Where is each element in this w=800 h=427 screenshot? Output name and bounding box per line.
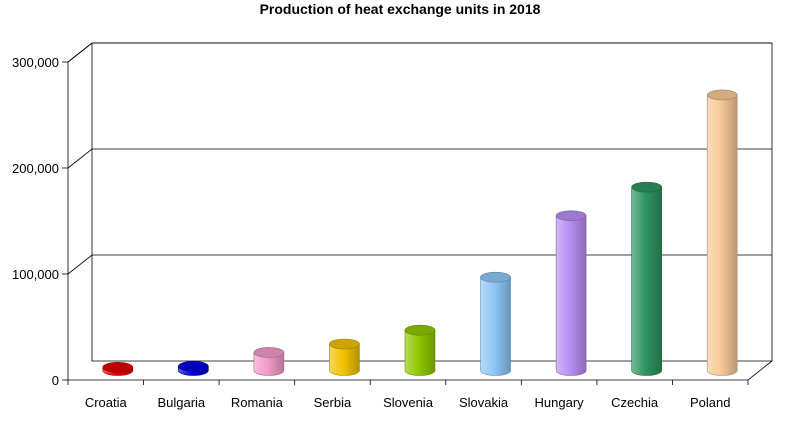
- bar-serbia: [329, 338, 360, 376]
- bar-poland: [706, 89, 738, 376]
- bar-hungary: [555, 210, 587, 376]
- gridline: [67, 42, 772, 63]
- gridline: [67, 148, 772, 169]
- bar-slovakia: [480, 271, 511, 376]
- bar-romania: [253, 347, 285, 376]
- x-tick-label: Poland: [690, 395, 730, 410]
- chart-title: Production of heat exchange units in 201…: [259, 1, 541, 17]
- y-tick-label: 100,000: [12, 267, 59, 282]
- x-tick-label: Slovakia: [459, 395, 509, 410]
- x-tick-label: Hungary: [535, 395, 585, 410]
- side-wall: [67, 42, 93, 380]
- y-tick-label: 300,000: [12, 55, 59, 70]
- bar-croatia: [102, 362, 134, 376]
- bars: [102, 89, 738, 376]
- x-tick-label: Czechia: [611, 395, 659, 410]
- gridline: [67, 254, 772, 275]
- x-axis: Croatia Bulgaria Romania Serbia Slovenia Slov…: [67, 380, 749, 410]
- x-tick-label: Romania: [231, 395, 284, 410]
- y-axis: 0 100,000 200,000 300,000: [12, 55, 68, 388]
- back-wall: [91, 42, 773, 362]
- bar-slovenia: [404, 324, 436, 376]
- x-tick-label: Slovenia: [383, 395, 434, 410]
- x-tick-label: Serbia: [314, 395, 352, 410]
- x-tick-label: Bulgaria: [157, 395, 205, 410]
- bar-czechia: [631, 181, 662, 376]
- y-tick-label: 0: [52, 373, 59, 388]
- y-tick-label: 200,000: [12, 161, 59, 176]
- gridlines: [67, 42, 772, 275]
- bar-bulgaria: [178, 360, 209, 376]
- x-tick-label: Croatia: [85, 395, 128, 410]
